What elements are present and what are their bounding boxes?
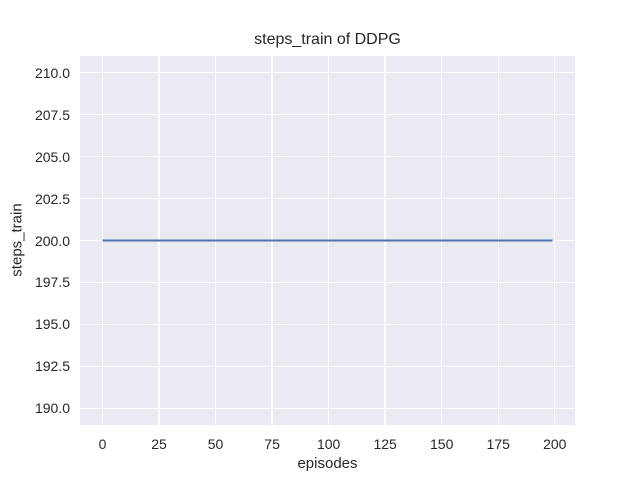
plot-area: 0 25 50 75 100 125 150 175 200 210.0 207.5 205.0 202… (35, 56, 575, 452)
x-tick-label: 75 (264, 436, 280, 452)
y-gridline (80, 114, 575, 116)
x-tick-label: 50 (207, 436, 224, 452)
y-gridline (80, 281, 575, 284)
y-gridline (80, 323, 575, 326)
y-tick-label: 197.5 (34, 274, 70, 291)
y-tick-label: 192.5 (34, 358, 70, 375)
y-tick-label: 190.0 (34, 400, 70, 417)
y-axis-label: steps_train (8, 203, 26, 277)
y-tick-label: 195.0 (34, 316, 70, 333)
y-tick-label: 205.0 (34, 148, 70, 165)
chart-title: steps_train of DDPG (254, 31, 401, 48)
y-tick-label: 207.5 (34, 106, 70, 123)
x-axis-label: episodes (297, 455, 358, 472)
x-tick-label: 125 (373, 436, 397, 452)
x-tick-label: 100 (316, 436, 341, 452)
x-tick-label: 150 (430, 436, 454, 452)
y-gridline (80, 155, 575, 158)
y-tick-label: 210.0 (34, 64, 70, 81)
y-gridline (80, 407, 575, 409)
y-tick-label: 202.5 (34, 190, 70, 207)
y-gridline (80, 365, 575, 367)
x-tick-label: 200 (543, 436, 567, 452)
y-gridline (80, 72, 575, 74)
y-tick-label: 200.0 (34, 232, 70, 249)
y-gridline (80, 197, 575, 200)
x-tick-label: 25 (151, 436, 167, 452)
x-tick-label: 0 (98, 436, 107, 452)
series-layer (102, 239, 553, 242)
x-tick-label: 175 (486, 436, 510, 452)
